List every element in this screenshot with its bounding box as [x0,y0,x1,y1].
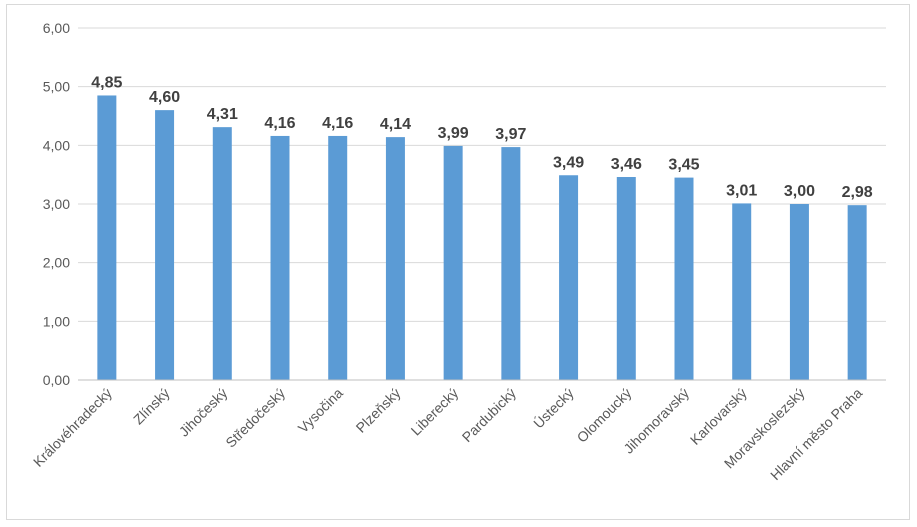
bar [212,127,232,380]
bar [155,110,175,380]
y-axis-tick-labels: 0,00 1,00 2,00 3,00 4,00 5,00 6,00 [43,20,70,388]
data-label: 4,85 [91,74,122,91]
bar [385,137,405,380]
bar [674,177,694,380]
bar [270,135,290,380]
x-tick-label: Královéhradecký [30,385,115,470]
data-label: 3,49 [553,154,584,171]
y-tick-label: 2,00 [43,255,70,271]
y-tick-label: 3,00 [43,196,70,212]
y-tick-label: 4,00 [43,137,70,153]
data-label: 3,45 [668,157,699,174]
y-tick-label: 5,00 [43,79,70,95]
x-tick-label: Liberecký [408,385,462,439]
bar [501,147,521,380]
data-label: 4,16 [322,115,353,132]
data-label: 3,00 [784,183,815,200]
x-tick-label: Vysočina [295,385,346,436]
bar [443,145,463,380]
gridlines [78,27,886,322]
bar [97,95,117,380]
data-label: 3,99 [438,125,469,142]
x-tick-label: Zlínský [130,385,173,428]
bar [328,135,348,380]
data-label: 4,16 [264,115,295,132]
data-label: 4,31 [207,106,238,123]
x-tick-label: Olomoucký [574,385,635,446]
bar [847,205,867,380]
data-label: 2,98 [842,184,873,201]
bar [732,203,752,380]
x-tick-label: Jihočeský [176,385,231,440]
bar [559,175,579,380]
x-axis-tick-labels: Královéhradecký Zlínský JihočeskýStředočes… [30,385,865,483]
y-tick-label: 1,00 [43,313,70,329]
data-labels: 4,85 4,60 4,31 4,16 4,16 4,14 3,99 3,97 3,49 3,46… [91,74,873,201]
data-label: 4,14 [380,116,411,133]
x-tick-label: Karlovarský [687,385,750,448]
x-tick-label: Ústecký [530,385,577,432]
bar [616,177,636,380]
x-tick-label: Plzeňský [353,385,404,436]
bars [97,95,867,380]
data-label: 3,01 [726,182,757,199]
x-tick-label: Středočeský [222,385,288,451]
y-tick-label: 0,00 [43,372,70,388]
data-label: 4,60 [149,89,180,106]
x-tick-label: Pardubický [459,385,519,445]
bar [789,204,809,380]
data-label: 3,97 [495,126,526,143]
y-tick-label: 6,00 [43,20,70,36]
data-label: 3,46 [611,156,642,173]
